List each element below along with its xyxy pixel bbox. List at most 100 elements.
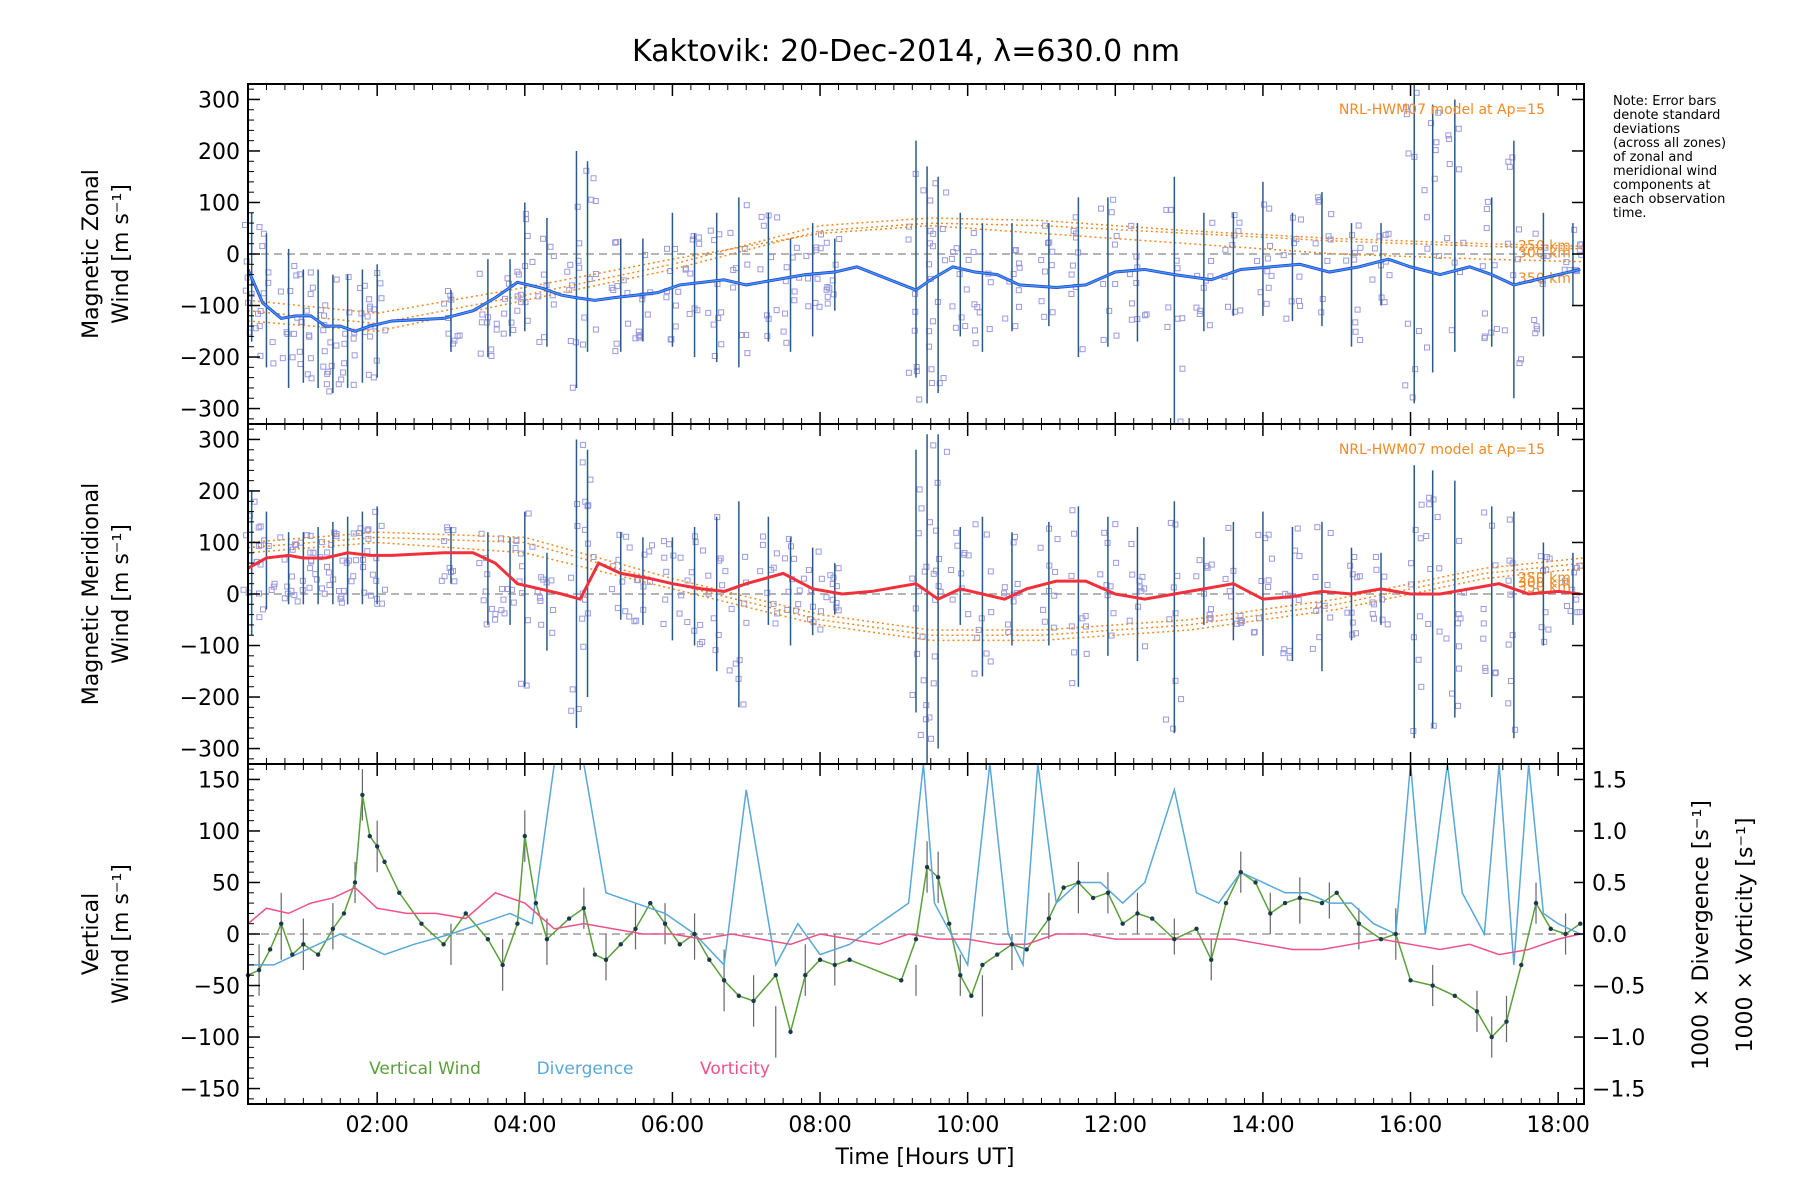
scatter-point [835, 565, 842, 572]
scatter-point [1295, 596, 1302, 603]
scatter-point [1128, 541, 1135, 548]
scatter-point [987, 279, 994, 286]
x-tick-label: 10:00 [936, 1113, 999, 1138]
scatter-point [296, 348, 303, 355]
scatter-point [772, 620, 779, 627]
scatter-point [287, 287, 294, 294]
vertical-wind-point [267, 947, 273, 952]
scatter-point [961, 549, 968, 556]
scatter-point [1327, 614, 1334, 621]
scatter-point [949, 303, 956, 310]
scatter-point [345, 557, 352, 564]
vertical-wind-point [533, 900, 539, 906]
scatter-point [325, 569, 332, 576]
scatter-point [320, 327, 327, 334]
scatter-point [281, 595, 288, 602]
scatter-point [928, 735, 935, 742]
scatter-point [736, 657, 743, 664]
scatter-point [1415, 656, 1422, 663]
scatter-point [441, 573, 448, 580]
scatter-point [830, 291, 837, 298]
scatter-point [1128, 222, 1135, 229]
scatter-point [243, 258, 250, 265]
scatter-point [727, 229, 734, 236]
scatter-point [1481, 310, 1488, 317]
scatter-point [905, 236, 912, 243]
scatter-point [1423, 214, 1430, 221]
scatter-point [501, 610, 508, 617]
scatter-point [666, 541, 673, 548]
scatter-point [728, 605, 735, 612]
vertical-wind-point [1504, 1019, 1509, 1024]
scatter-point [743, 202, 750, 209]
scatter-point [833, 604, 840, 611]
y-tick-label: 0 [226, 243, 240, 268]
scatter-point [791, 555, 798, 562]
vertical-wind-point [958, 973, 963, 978]
scatter-point [1239, 618, 1246, 625]
scatter-point [1509, 154, 1516, 161]
scatter-point [492, 610, 499, 617]
scatter-point [284, 330, 291, 337]
scatter-point [773, 550, 780, 557]
scatter-point [1430, 722, 1437, 729]
vertical-wind-point [832, 962, 838, 968]
scatter-point [1296, 297, 1303, 304]
scatter-point [614, 604, 621, 611]
scatter-point [377, 280, 384, 287]
scatter-point [1563, 603, 1570, 610]
scatter-point [1423, 533, 1430, 540]
scatter-point [1208, 561, 1215, 568]
scatter-point [696, 641, 703, 648]
scatter-point [786, 535, 793, 542]
scatter-point [1372, 554, 1379, 561]
scatter-point [1386, 272, 1393, 279]
scatter-point [768, 254, 775, 261]
scatter-point [1126, 617, 1133, 624]
vertical-wind-point [592, 952, 598, 957]
scatter-point [696, 240, 703, 247]
scatter-point [1445, 132, 1452, 139]
vertical-wind-point [1268, 911, 1273, 916]
scatter-point [677, 554, 684, 561]
scatter-point [1448, 327, 1455, 334]
scatter-point [567, 338, 574, 345]
scatter-point [805, 567, 812, 574]
scatter-point [1172, 677, 1179, 684]
scatter-point [366, 296, 373, 303]
meridional-model-label: NRL-HWM07 model at Ap=15 [1339, 442, 1545, 458]
scatter-point [568, 574, 575, 581]
scatter-point [307, 269, 314, 276]
scatter-point [633, 617, 640, 624]
vertical-wind-point [1563, 931, 1568, 937]
vertical-wind-point [374, 844, 380, 849]
scatter-point [1455, 665, 1462, 672]
scatter-point [369, 571, 376, 578]
scatter-point [1356, 573, 1363, 580]
scatter-point [687, 270, 694, 277]
scatter-point [963, 286, 970, 293]
scatter-point [1516, 226, 1523, 233]
vertical-wind-point [1334, 890, 1339, 895]
scatter-point [1097, 571, 1104, 578]
vertical-wind-point [566, 916, 572, 921]
scatter-point [757, 568, 764, 575]
scatter-point [1068, 623, 1075, 630]
vertical-wind-point [633, 926, 638, 932]
scatter-point [663, 245, 670, 252]
scatter-point [1351, 256, 1358, 263]
scatter-point [918, 505, 925, 512]
scatter-point [943, 448, 950, 455]
scatter-point [514, 307, 521, 314]
scatter-point [1312, 240, 1319, 247]
scatter-point [549, 629, 556, 636]
scatter-point [240, 586, 247, 593]
scatter-point [983, 531, 990, 538]
scatter-point [780, 328, 787, 335]
y-tick-label: −300 [180, 398, 240, 423]
scatter-point [972, 521, 979, 528]
vertical-wind-point [736, 993, 742, 999]
scatter-point [508, 319, 515, 326]
scatter-point [1456, 166, 1463, 173]
scatter-point [1355, 222, 1362, 229]
